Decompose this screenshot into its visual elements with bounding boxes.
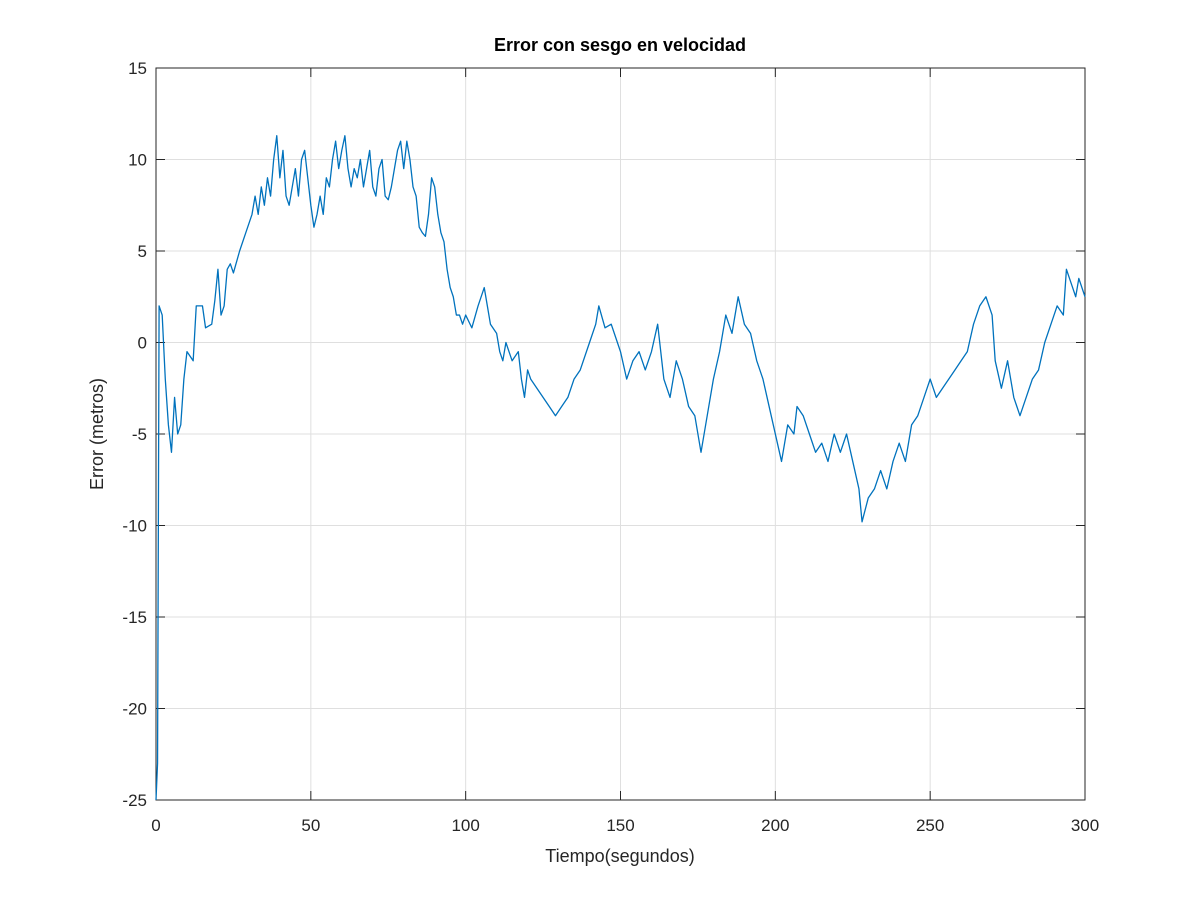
y-tick-label: 0 — [138, 334, 147, 353]
y-tick-label: -10 — [122, 517, 147, 536]
plot-frame — [155, 67, 1086, 801]
x-tick-label: 0 — [151, 816, 160, 835]
x-tick-label: 50 — [301, 816, 320, 835]
data-line — [155, 135, 1086, 801]
y-tick-label: 5 — [138, 242, 147, 261]
y-tick-label: -5 — [132, 425, 147, 444]
y-tick-label: -15 — [122, 608, 147, 627]
y-tick-label: -25 — [122, 791, 147, 810]
y-tick-label: 15 — [128, 59, 147, 78]
x-tick-label: 150 — [606, 816, 634, 835]
x-tick-label: 200 — [761, 816, 789, 835]
x-tick-label: 300 — [1071, 816, 1099, 835]
chart-title: Error con sesgo en velocidad — [494, 35, 746, 55]
x-axis-label: Tiempo(segundos) — [545, 846, 694, 866]
y-tick-label: 10 — [128, 151, 147, 170]
x-tick-label: 100 — [451, 816, 479, 835]
x-tick-label: 250 — [916, 816, 944, 835]
y-tick-label: -20 — [122, 700, 147, 719]
y-axis-label: Error (metros) — [87, 378, 107, 490]
